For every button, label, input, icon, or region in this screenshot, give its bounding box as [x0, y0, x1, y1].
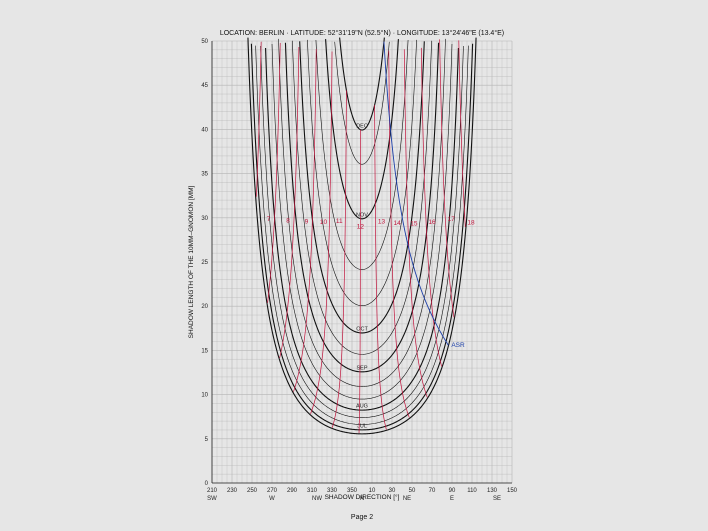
- y-tick-label: 20: [201, 304, 208, 310]
- x-axis-label: SHADOW DIRECTION [°]: [325, 493, 400, 501]
- hour-label: 17: [448, 216, 456, 223]
- month-curve: [307, 39, 417, 307]
- x-tick-label: 270: [267, 488, 278, 494]
- hour-label: 16: [428, 219, 436, 226]
- x-tick-label: 150: [507, 488, 518, 494]
- y-axis-label: SHADOW LENGTH OF THE 10MM–GNOMON [MM]: [188, 185, 195, 338]
- hour-line: [255, 41, 262, 197]
- month-curve: [325, 39, 399, 220]
- hour-label: 11: [336, 218, 343, 225]
- y-tick-label: 35: [201, 172, 208, 178]
- compass-label: W: [269, 496, 275, 502]
- compass-label: NW: [312, 496, 322, 502]
- hour-line: [420, 47, 442, 367]
- axes: 210 230 250 270 290 310 330 350 10 30 50 70 90 110 130…: [201, 39, 517, 502]
- hour-label: 18: [467, 219, 475, 226]
- y-tick-label: 0: [205, 481, 209, 487]
- hour-label: 9: [305, 219, 309, 226]
- month-curve: [265, 48, 459, 411]
- month-label: JUL: [357, 423, 367, 429]
- month-curve: [284, 42, 440, 373]
- hour-label: 14: [393, 220, 401, 227]
- x-tick-label: 290: [287, 488, 298, 494]
- hour-line: [331, 90, 347, 428]
- hour-line: [374, 105, 387, 430]
- asr-line: [383, 41, 449, 346]
- hour-label: 15: [410, 220, 418, 227]
- month-label: NOV: [356, 212, 368, 218]
- x-tick-label: 230: [227, 488, 238, 494]
- hour-line: [458, 40, 466, 228]
- month-label: OCT: [356, 326, 368, 332]
- month-label: AUG: [356, 404, 368, 410]
- x-tick-label: 90: [449, 488, 456, 494]
- x-tick-label: 210: [207, 488, 218, 494]
- hour-line: [267, 42, 281, 303]
- y-tick-label: 45: [201, 83, 208, 89]
- x-tick-label: 350: [347, 488, 358, 494]
- page-number: Page 2: [351, 514, 373, 521]
- hour-line: [439, 39, 455, 318]
- x-tick-label: 330: [327, 488, 338, 494]
- grid: [211, 40, 513, 484]
- month-curves: DEC NOV OCT SEP AUG JUL: [247, 37, 477, 435]
- month-curve: [255, 45, 469, 425]
- hour-label: 10: [320, 219, 328, 226]
- compass-label: E: [450, 496, 454, 502]
- x-tick-label: 110: [467, 488, 477, 494]
- hour-label: 13: [378, 218, 386, 225]
- compass-label: SW: [207, 496, 217, 502]
- y-tick-label: 50: [201, 39, 208, 45]
- x-tick-label: 130: [487, 488, 498, 494]
- x-tick-label: 10: [369, 488, 376, 494]
- x-tick-label: 310: [307, 488, 318, 494]
- x-tick-label: 70: [429, 488, 436, 494]
- month-curve: [334, 41, 390, 165]
- y-tick-label: 40: [201, 127, 208, 133]
- month-curve: [299, 41, 425, 334]
- hour-line: [310, 51, 333, 415]
- y-tick-label: 30: [201, 216, 208, 222]
- month-curve: [250, 43, 474, 431]
- hour-lines: 7 8 9 10 11 12 13 14 15 16 17 18: [255, 39, 475, 434]
- x-tick-label: 30: [389, 488, 396, 494]
- compass-label: SE: [493, 496, 501, 502]
- hour-line: [403, 49, 428, 398]
- month-label: DEC: [356, 124, 368, 130]
- asr-curve: ASR: [383, 41, 465, 349]
- month-curve: [271, 43, 453, 400]
- month-label: SEP: [356, 365, 367, 371]
- y-tick-label: 5: [205, 437, 209, 443]
- asr-label: ASR: [451, 342, 465, 349]
- x-tick-label: 250: [247, 488, 258, 494]
- month-curve: [339, 37, 385, 131]
- hour-line: [279, 47, 300, 358]
- month-curve: [278, 38, 446, 387]
- x-tick-label: 50: [409, 488, 416, 494]
- hour-label: 7: [267, 216, 271, 223]
- hour-line: [293, 49, 317, 392]
- hour-label: 12: [357, 224, 365, 231]
- hour-line: [358, 129, 361, 434]
- chart-title: LOCATION: BERLIN · LATITUDE: 52°31'19"N …: [220, 29, 504, 37]
- compass-label: NE: [403, 496, 411, 502]
- hour-label: 8: [286, 217, 290, 224]
- month-curve: [292, 40, 432, 355]
- y-tick-label: 15: [201, 348, 208, 354]
- y-tick-label: 25: [201, 260, 208, 266]
- compass-label: N: [360, 496, 364, 502]
- month-curve: [247, 37, 477, 435]
- hour-line: [388, 50, 410, 418]
- y-tick-label: 10: [201, 393, 208, 399]
